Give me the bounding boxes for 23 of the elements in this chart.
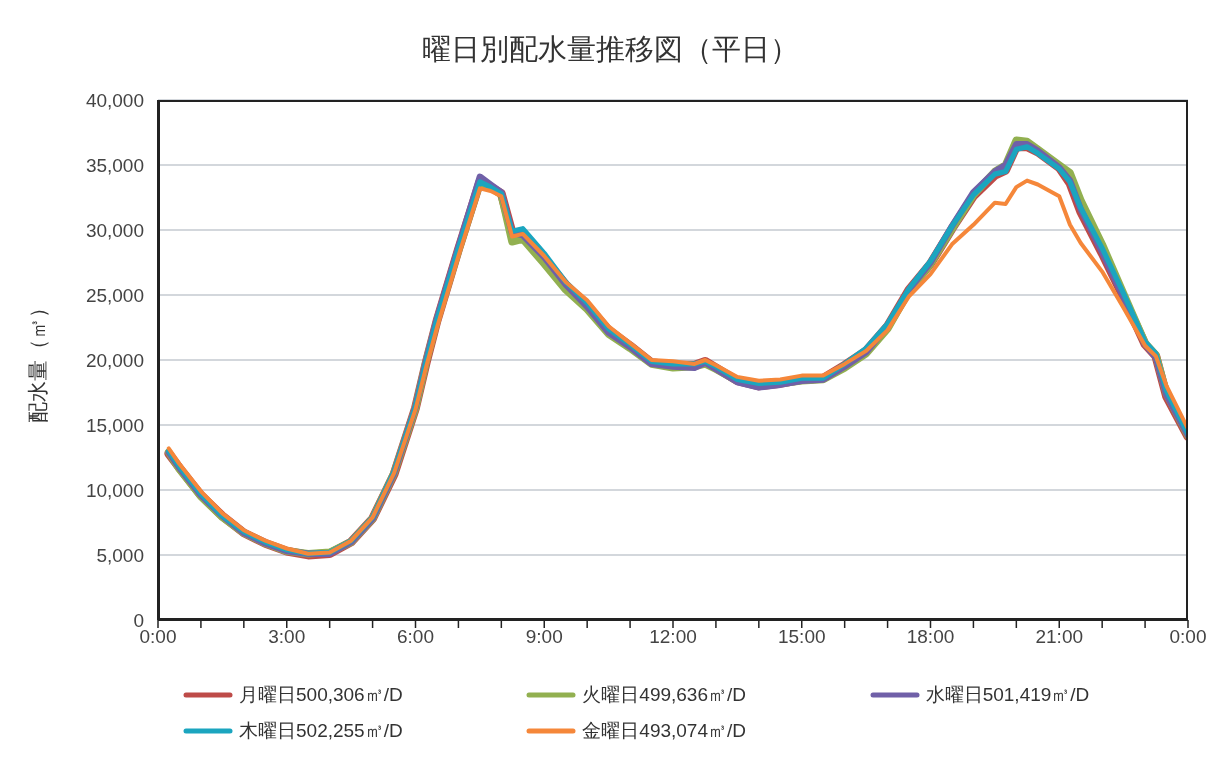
y-tick-label: 5,000	[96, 544, 144, 566]
x-tick-label: 3:00	[268, 626, 306, 648]
x-tick-label: 0:00	[1169, 626, 1207, 648]
y-tick-label: 40,000	[85, 89, 144, 111]
y-tick-label: 25,000	[85, 284, 144, 306]
legend-label: 水曜日501,419㎥/D	[925, 683, 1090, 707]
x-tick-label: 12:00	[649, 626, 697, 648]
y-tick-label: 35,000	[85, 154, 144, 176]
legend-label: 木曜日502,255㎥/D	[239, 719, 403, 743]
chart-title: 曜日別配水量推移図（平日）	[421, 32, 800, 67]
y-tick-label: 10,000	[85, 479, 144, 501]
x-tick-label: 21:00	[1035, 626, 1084, 648]
legend-label: 火曜日499,636㎥/D	[582, 683, 747, 707]
y-tick-label: 30,000	[85, 219, 144, 241]
x-tick-label: 9:00	[525, 626, 563, 648]
x-tick-label: 18:00	[906, 626, 955, 648]
y-tick-label: 20,000	[85, 349, 144, 371]
legend-label: 月曜日500,306㎥/D	[239, 683, 403, 707]
legend-label: 金曜日493,074㎥/D	[582, 719, 747, 743]
x-tick-label: 6:00	[397, 626, 434, 648]
x-tick-label: 15:00	[777, 626, 826, 648]
y-tick-label: 15,000	[85, 414, 144, 436]
y-axis-title: 配水量（㎥）	[26, 297, 50, 423]
